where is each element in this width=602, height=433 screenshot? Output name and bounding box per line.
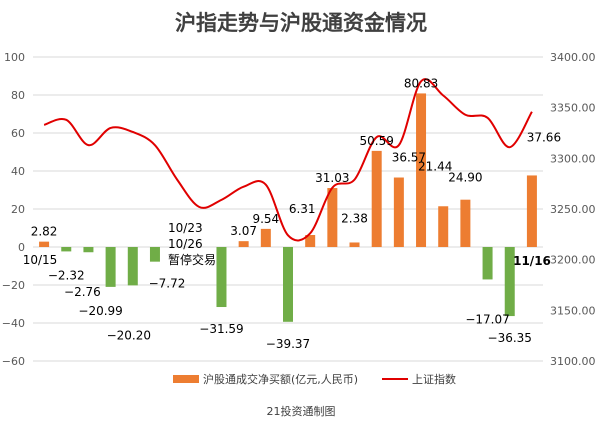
bar xyxy=(61,247,72,252)
legend-bar-label: 沪股通成交净买额(亿元,人民币) xyxy=(203,372,358,386)
right-axis-tick: 3350.00 xyxy=(550,102,596,115)
bar xyxy=(416,93,427,247)
data-label: 80.83 xyxy=(404,76,438,90)
data-label: −36.35 xyxy=(488,331,532,345)
legend: 沪股通成交净买额(亿元,人民币) 上证指数 xyxy=(173,372,456,386)
left-axis-tick: 100 xyxy=(4,51,25,64)
right-axis-tick: 3300.00 xyxy=(550,152,596,165)
data-label: −2.76 xyxy=(64,285,101,299)
legend-line-label: 上证指数 xyxy=(412,372,456,386)
bar xyxy=(127,247,138,286)
chart-footer: 21投资通制图 xyxy=(267,404,336,418)
left-axis-tick: −20 xyxy=(2,279,25,292)
right-axis-tick: 3150.00 xyxy=(550,304,596,317)
suspend-date-1: 10/23 xyxy=(168,221,203,235)
data-label: −2.32 xyxy=(48,268,85,282)
data-label: 9.54 xyxy=(252,212,279,226)
bar xyxy=(393,177,404,247)
bar xyxy=(105,247,116,287)
bar xyxy=(305,235,316,247)
data-label: 50.59 xyxy=(360,134,394,148)
data-label: −39.37 xyxy=(266,337,310,351)
bar xyxy=(438,206,449,247)
suspend-note: 暂停交易 xyxy=(168,252,216,267)
data-label: 21.44 xyxy=(418,159,452,173)
left-axis-tick: 60 xyxy=(11,127,25,140)
bar xyxy=(216,247,227,308)
suspend-date-2: 10/26 xyxy=(168,237,203,251)
data-label: 37.66 xyxy=(527,130,561,144)
right-axis-tick: 3100.00 xyxy=(550,355,596,368)
bar xyxy=(283,247,293,322)
data-label: −20.99 xyxy=(78,304,122,318)
index-line xyxy=(43,78,533,242)
left-axis-tick: −60 xyxy=(2,355,25,368)
left-axis-tick: 0 xyxy=(18,241,25,254)
bar xyxy=(327,188,338,247)
bar xyxy=(526,175,537,247)
data-label: −31.59 xyxy=(199,322,243,336)
bar xyxy=(238,241,249,247)
data-label: 3.07 xyxy=(230,224,257,238)
right-axis-tick: 3200.00 xyxy=(550,254,596,267)
left-axis-tick: −40 xyxy=(2,317,25,330)
bar xyxy=(460,199,471,247)
bar xyxy=(349,242,360,247)
bar xyxy=(371,150,382,247)
chart-title: 沪指走势与沪股通资金情况 xyxy=(175,11,427,35)
bar xyxy=(260,228,271,247)
data-label: −20.20 xyxy=(107,328,151,342)
data-label: −17.07 xyxy=(465,312,509,326)
left-axis-tick: 80 xyxy=(11,89,25,102)
left-axis-tick: 40 xyxy=(11,165,25,178)
data-label: 31.03 xyxy=(315,171,349,185)
data-label: 6.31 xyxy=(289,202,316,216)
bar xyxy=(83,247,94,253)
right-axis-tick: 3250.00 xyxy=(550,203,596,216)
bar xyxy=(149,247,160,262)
legend-bar-swatch xyxy=(173,375,199,383)
right-axis-tick: 3400.00 xyxy=(550,51,596,64)
data-label: −7.72 xyxy=(149,277,186,291)
bar xyxy=(39,241,50,247)
start-date-label: 10/15 xyxy=(23,253,58,267)
data-label: 2.38 xyxy=(341,211,368,225)
bar xyxy=(504,247,515,317)
end-date-label: 11/16 xyxy=(513,254,551,268)
data-label: 2.82 xyxy=(31,225,58,239)
data-label: 24.90 xyxy=(448,171,482,185)
bar xyxy=(482,247,493,280)
left-axis-tick: 20 xyxy=(11,203,25,216)
data-label: 36.57 xyxy=(392,151,426,165)
